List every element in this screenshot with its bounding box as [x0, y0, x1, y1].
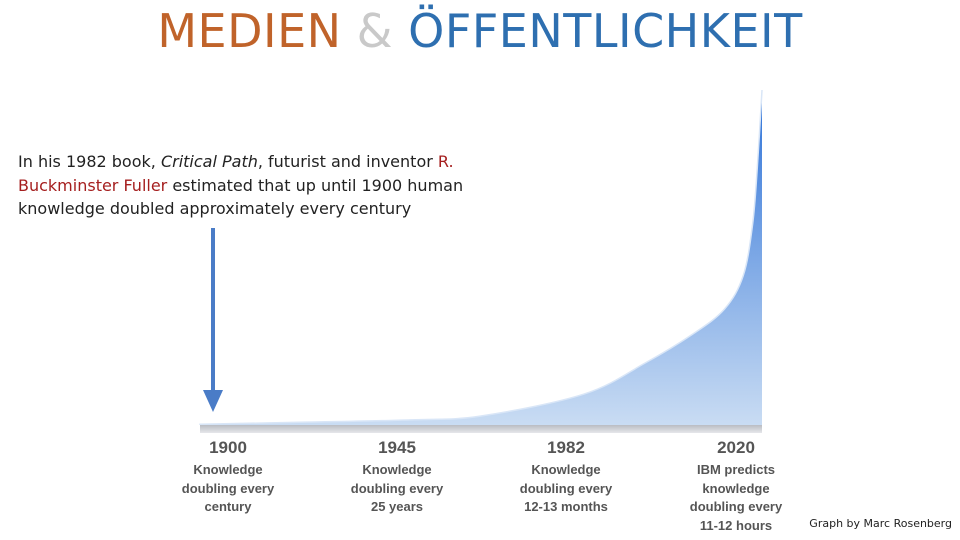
x-tick-note-line: 11-12 hours: [699, 517, 773, 533]
quote-author-name: R. Buckminster Fuller: [18, 152, 454, 195]
x-tick-note-line: doubling every: [519, 480, 613, 496]
graph-credit: Graph by Marc Rosenberg: [809, 517, 952, 530]
arrow-head: [203, 390, 223, 412]
x-tick-label-1945: 1945: [378, 438, 416, 457]
x-tick-note-line: doubling every: [350, 480, 444, 496]
x-tick-label-2020: 2020: [717, 438, 755, 457]
x-tick-note-1900: Knowledge doubling every century: [163, 461, 293, 517]
x-tick-note-line: knowledge: [702, 480, 770, 496]
x-tick-label-1900: 1900: [209, 438, 247, 457]
quote-text-3: estimated that up until 1900 human knowl…: [18, 175, 464, 219]
x-tick-note-line: Knowledge: [531, 462, 601, 477]
x-tick-note-1945: Knowledge doubling every 25 years: [332, 461, 462, 517]
x-tick-note-line: IBM predicts: [696, 462, 775, 477]
title-word-medien: MEDIEN: [157, 4, 342, 58]
x-axis-baseline: [200, 425, 762, 433]
page-title: MEDIEN & ÖFFENTLICHKEIT: [0, 6, 960, 57]
x-tick-note-line: century: [204, 499, 252, 514]
title-ampersand: &: [356, 4, 394, 58]
knowledge-growth-area: [200, 90, 762, 425]
x-tick-note-1982: Knowledge doubling every 12-13 months: [501, 461, 631, 517]
title-word-oeffentlichkeit: ÖFFENTLICHKEIT: [408, 4, 803, 58]
x-tick-note-line: Knowledge: [193, 462, 263, 477]
x-tick-note-line: 25 years: [370, 499, 424, 514]
x-tick-note-line: 12-13 months: [524, 499, 608, 514]
quote-book-title: Critical Path: [160, 152, 258, 171]
x-tick-note-line: doubling every: [181, 480, 275, 496]
x-tick-label-1982: 1982: [547, 438, 585, 457]
x-tick-note-line: Knowledge: [362, 462, 432, 477]
knowledge-growth-line: [199, 89, 763, 425]
x-tick-note-line: doubling every: [689, 499, 783, 514]
x-tick-note-2020: IBM predicts knowledge doubling every 11-12…: [671, 461, 801, 535]
quote-text-2: , futurist and inventor: [257, 152, 438, 171]
quote-text-1: In his 1982 book,: [18, 152, 161, 171]
fuller-quote: In his 1982 book, Critical Path, futuris…: [18, 150, 488, 221]
